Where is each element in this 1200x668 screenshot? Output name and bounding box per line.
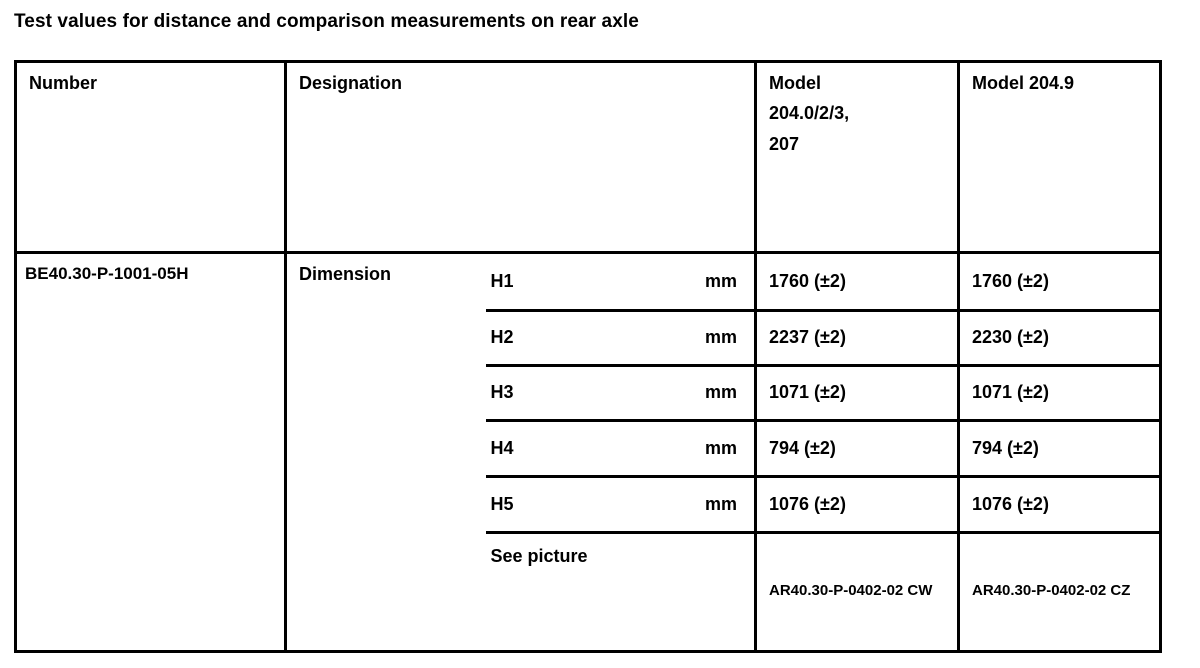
dimension-label-wrap: H1 mm: [486, 268, 755, 295]
table-row: H3 mm 1071 (±2) 1071 (±2): [16, 365, 1161, 422]
designation-group-cell: Dimension: [299, 263, 392, 284]
value-cell-model-a: 2237 (±2): [754, 310, 959, 367]
picture-ref-cell-model-b: AR40.30-P-0402-02 CZ: [957, 532, 1161, 653]
table-row: H2 mm 2237 (±2) 2230 (±2): [16, 310, 1161, 367]
see-picture-label-wrap: See picture: [486, 534, 755, 570]
col-header-designation: Designation: [283, 59, 758, 254]
dimension-unit: mm: [705, 270, 738, 291]
dimension-label-cell: H5 mm: [485, 476, 756, 534]
col-header-number: Number: [14, 59, 287, 254]
dimension-unit: mm: [705, 437, 738, 458]
dimension-label-wrap: H2 mm: [486, 324, 755, 351]
table-row: BE40.30-P-1001-05H Dimension H1 mm 1760 …: [15, 252, 1161, 652]
dimension-label-cell: H2 mm: [485, 310, 756, 367]
dimension-unit: mm: [705, 493, 738, 514]
dimension-label-cell: H4 mm: [485, 420, 756, 478]
see-picture-label: See picture: [490, 545, 588, 566]
value-cell-model-a: 1760 (±2): [754, 252, 959, 312]
col-header-model-204-9: Model 204.9: [957, 59, 1163, 254]
value-cell-model-b: 1760 (±2): [957, 252, 1161, 312]
dimension-label-cell: H3 mm: [485, 365, 756, 422]
dimension-unit: mm: [705, 382, 738, 403]
dimension-label: H1: [490, 270, 514, 291]
number-value-cell: BE40.30-P-1001-05H: [15, 252, 287, 652]
test-values-table: Number Designation Model 204.0/2/3, 207 …: [14, 59, 1163, 653]
value-cell-model-a: 794 (±2): [754, 420, 959, 478]
value-cell-model-b: 2230 (±2): [957, 310, 1161, 367]
dimension-label: H4: [490, 437, 514, 458]
dimension-label-wrap: H5 mm: [486, 491, 755, 518]
dimension-label: H3: [490, 382, 514, 403]
table-header-row: Number Designation Model 204.0/2/3, 207 …: [14, 59, 1163, 254]
value-cell-model-b: 1076 (±2): [957, 476, 1161, 534]
value-cell-model-a: 1076 (±2): [754, 476, 959, 534]
value-cell-model-b: 794 (±2): [957, 420, 1161, 478]
table-row: H5 mm 1076 (±2) 1076 (±2): [16, 476, 1161, 534]
dimension-unit: mm: [705, 327, 738, 348]
dimension-label-cell: H1 mm: [485, 252, 756, 312]
dimension-label: H5: [490, 493, 514, 514]
value-cell-model-a: 1071 (±2): [754, 365, 959, 422]
dimension-label: H2: [490, 327, 514, 348]
table-row: See picture AR40.30-P-0402-02 CW AR40.30…: [16, 532, 1161, 653]
value-cell-model-b: 1071 (±2): [957, 365, 1161, 422]
picture-ref-cell-model-a: AR40.30-P-0402-02 CW: [754, 532, 959, 653]
see-picture-label-cell: See picture: [485, 532, 756, 653]
dimension-label-wrap: H4 mm: [486, 435, 755, 462]
dimension-label-wrap: H3 mm: [486, 379, 755, 406]
table-row: H4 mm 794 (±2) 794 (±2): [16, 420, 1161, 478]
page-title: Test values for distance and comparison …: [14, 11, 639, 32]
col-header-model-204-0-2-3-207: Model 204.0/2/3, 207: [754, 59, 961, 254]
